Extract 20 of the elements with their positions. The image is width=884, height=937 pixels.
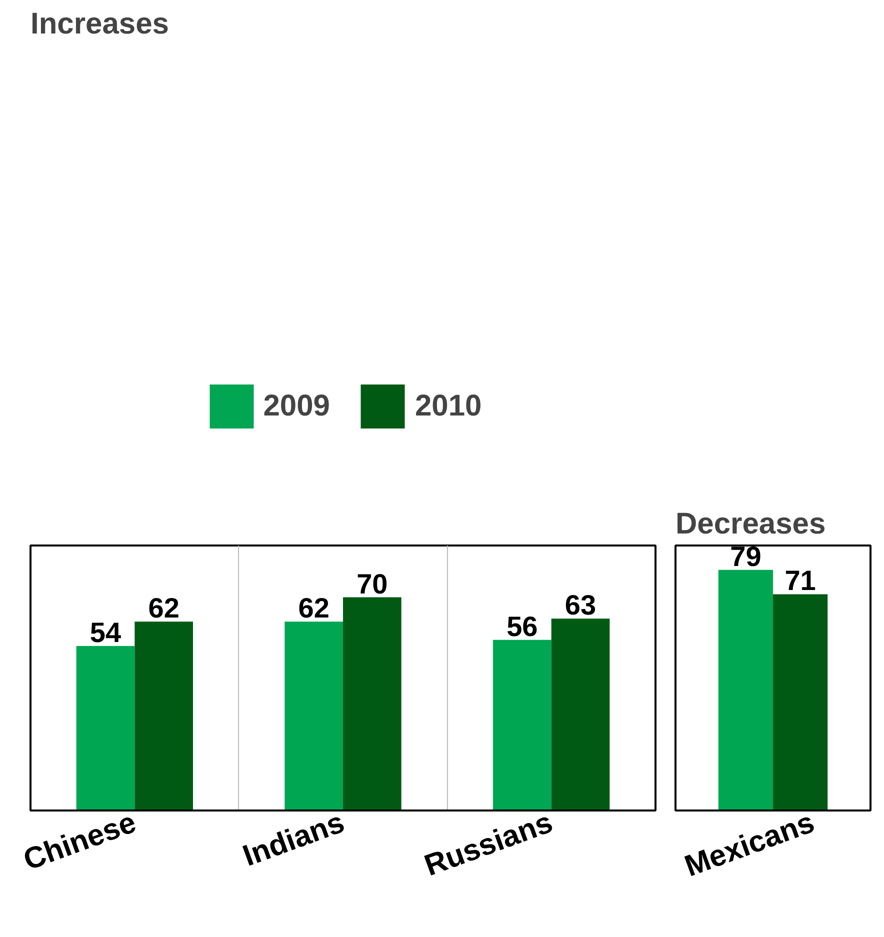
chart-title: Decreases <box>676 508 826 540</box>
x-tick-label: Indians <box>238 806 349 874</box>
legend-label: 2009 <box>263 389 330 424</box>
data-label: 71 <box>784 565 816 596</box>
chart-title: Increases <box>30 8 169 40</box>
bar <box>343 597 402 810</box>
data-label: 62 <box>148 592 180 624</box>
data-label: 79 <box>730 540 762 572</box>
legend-label: 2010 <box>415 389 482 424</box>
x-tick-label: Chinese <box>19 806 140 878</box>
bar <box>134 622 193 810</box>
bar <box>284 622 343 810</box>
bar <box>493 640 552 810</box>
bar <box>76 646 135 810</box>
data-label: 62 <box>298 592 330 624</box>
data-label: 63 <box>564 590 596 621</box>
data-label: 70 <box>356 568 388 600</box>
data-label: 54 <box>90 617 122 648</box>
bar <box>551 618 610 810</box>
data-label: 56 <box>506 610 538 642</box>
